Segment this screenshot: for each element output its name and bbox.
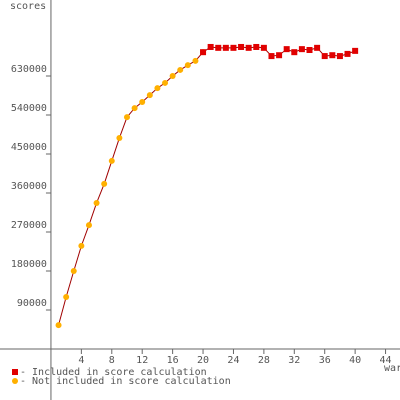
point [253,43,260,50]
point [139,99,146,106]
point [321,53,328,60]
point [101,180,108,187]
point [123,114,130,121]
point [200,49,207,56]
point [93,199,100,206]
point [260,44,267,51]
point [70,267,77,274]
point [245,44,252,51]
series-line [58,51,204,326]
x-tick-label: 20 [197,355,209,366]
x-tick-label: 24 [227,355,239,366]
x-tick-label: 36 [319,355,331,366]
point [85,222,92,229]
legend-marker [12,369,18,375]
legend-label: - Included in score calculation [20,367,207,378]
x-tick-label: 40 [349,355,361,366]
point [352,47,359,54]
y-tick-label: 90000 [17,298,47,309]
point [268,53,275,60]
point [314,44,321,51]
y-tick-label: 270000 [11,220,47,231]
y-tick-label: 630000 [11,64,47,75]
point [306,47,313,54]
point [63,293,70,300]
x-tick-label: 12 [136,355,148,366]
point [291,49,298,56]
point [283,46,290,53]
point [298,46,305,53]
y-tick-label: 540000 [11,103,47,114]
point [162,79,169,86]
x-tick-label: 16 [167,355,179,366]
point [55,322,62,329]
point [329,52,336,59]
legend-label: - Not included in score calculation [20,376,231,387]
y-tick-label: 450000 [11,142,47,153]
point [154,85,161,92]
point [230,44,237,51]
point [108,157,115,164]
point [207,43,214,50]
x-tick-label: 28 [258,355,270,366]
y-tick-label: 360000 [11,181,47,192]
x-tick-label: 4 [78,355,84,366]
x-axis-label: war [384,363,400,374]
point [184,62,191,69]
point [238,43,245,50]
x-tick-label: 44 [380,355,392,366]
point [215,44,222,51]
point [222,44,229,51]
point [169,73,176,80]
point [146,92,153,99]
x-tick-label: 8 [109,355,115,366]
point [192,57,199,64]
point [177,66,184,73]
y-axis-label: scores [10,1,46,12]
point [344,50,351,57]
y-tick-label: 180000 [11,259,47,270]
point [78,242,85,249]
point [336,53,343,60]
x-tick-label: 32 [288,355,300,366]
legend-marker [12,378,18,384]
point [131,105,138,112]
point [116,134,123,141]
point [276,52,283,59]
